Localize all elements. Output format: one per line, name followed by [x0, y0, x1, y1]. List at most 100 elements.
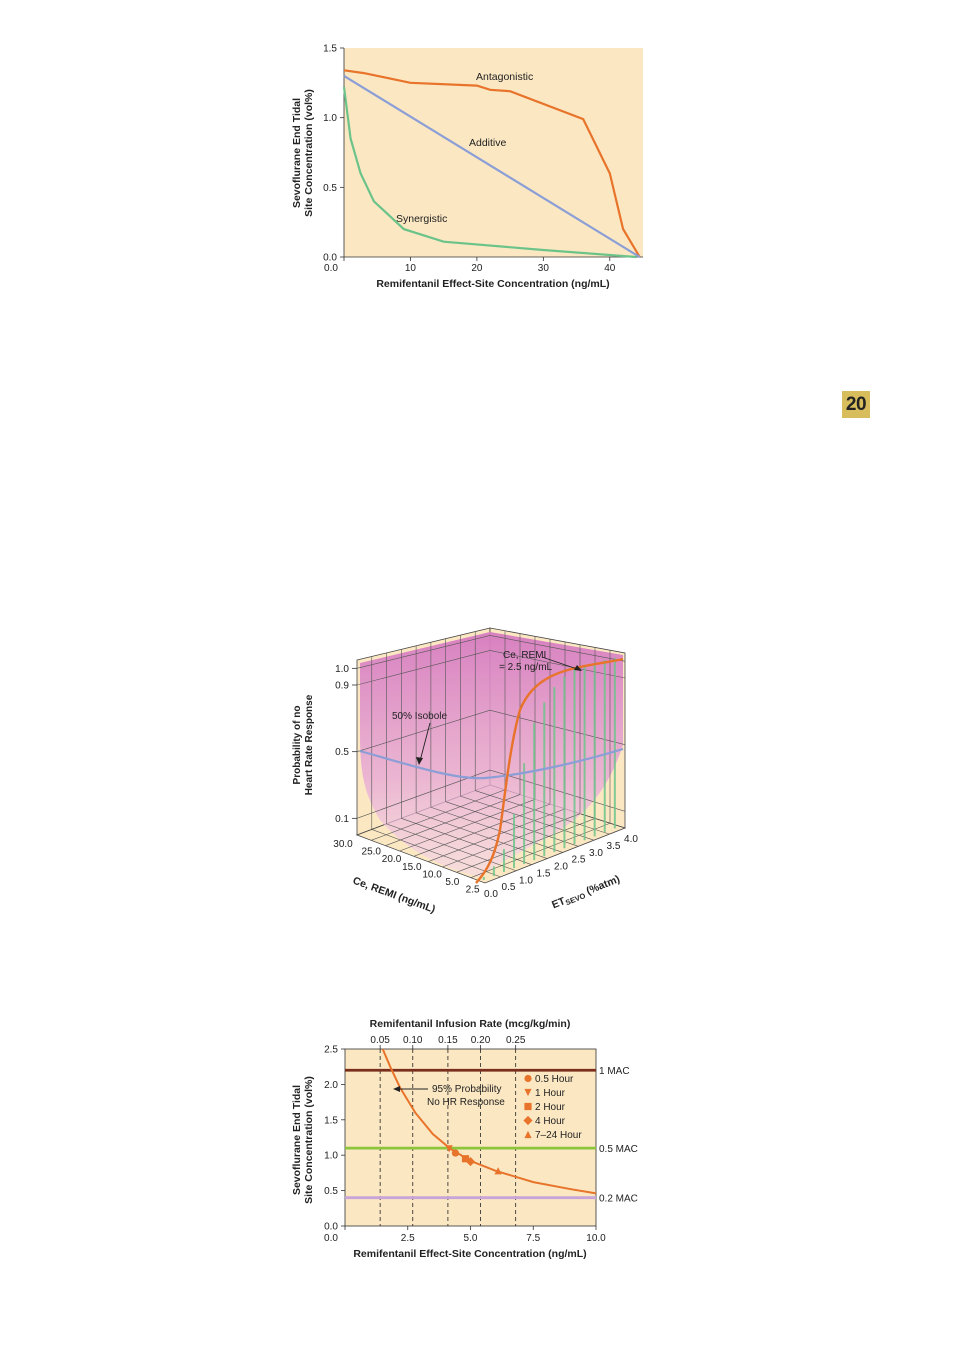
chart2-svg: Ce, REMI = 2.5 ng/mL 50% Isobole 0.10.50…: [292, 627, 638, 916]
chart3-top-tick-label: 0.10: [403, 1035, 423, 1046]
label-synergistic: Synergistic: [396, 213, 447, 225]
data-marker-square: [461, 1155, 470, 1163]
floor-grid-line: [413, 803, 551, 857]
chart1-x-tick-label: 0.0: [324, 263, 338, 274]
chart1-x-tick-label: 10: [405, 263, 417, 274]
isobole-arrow: [419, 722, 431, 762]
floor-grid-line: [445, 801, 579, 847]
ce-remi-arrowhead: [574, 665, 582, 671]
chart3-y-tick-label: 1.0: [324, 1151, 338, 1162]
floor-grid-line: [386, 823, 517, 872]
legend-label: 1 Hour: [535, 1088, 566, 1099]
mac-line-label: 1 MAC: [599, 1066, 630, 1077]
chart1-annotations: Antagonistic Additive Synergistic: [396, 71, 533, 225]
sevo-tick-label: 2.5: [572, 855, 586, 866]
chart3-y-tick-label: 1.5: [324, 1115, 338, 1126]
legend-label: 4 Hour: [535, 1116, 566, 1127]
chart1-series: [342, 69, 641, 259]
floor-grid-line: [430, 806, 563, 853]
chart2-grid: [356, 630, 626, 878]
sevo-label-unit: (%atm): [582, 873, 622, 898]
legend-marker-triangle-up: [524, 1130, 532, 1139]
chart3-top-tick-label: 0.15: [438, 1035, 458, 1046]
floor-grid-line: [416, 812, 548, 859]
wall-horizontal-line: [356, 769, 626, 819]
isobole-curve: [359, 747, 624, 780]
floor-grid-line: [428, 808, 566, 862]
chart2-z-ticks: 0.1 0.5 0.9 1.0: [335, 664, 357, 825]
chart3-x-tick-label: 2.5: [401, 1233, 415, 1244]
label-50-isobole: 50% Isobole: [392, 711, 447, 722]
chapter-badge: 20: [842, 391, 870, 418]
chart1-axes: 0.0 0.5 1.0 1.5 0.0 10 20 30 40: [323, 44, 643, 274]
chart3-axes: 0.0 0.5 1.0 1.5 2.0 2.5 0.0 2.5 5.0 7.5 10.0 0.05 0.…: [324, 1035, 606, 1244]
sevo-label-main: ET: [550, 895, 567, 911]
label-ce-remi-line2: = 2.5 ng/mL: [499, 662, 553, 673]
floor-grid-line: [442, 813, 581, 868]
figure-response-surface: Ce, REMI = 2.5 ng/mL 50% Isobole 0.1 0.5 0…: [280, 615, 660, 920]
chart3-ylabel-line1: Sevoflurane End Tidal: [291, 1085, 303, 1195]
chart3-y-tick-label: 2.5: [324, 1045, 338, 1056]
chart1-xlabel: Remifentanil Effect-Site Concentration (…: [376, 278, 609, 290]
remi-tick-label: 15.0: [402, 862, 422, 873]
floor-grid-line: [456, 818, 596, 873]
chart1-x-tick-label: 20: [471, 263, 483, 274]
label-ce-remi-line1: Ce, REMI: [503, 650, 546, 661]
data-marker-triangle-down: [445, 1145, 453, 1153]
response-surface: [360, 632, 623, 877]
ce-remi-arrow: [541, 656, 581, 671]
chart3-y-tick-label: 0.0: [324, 1222, 338, 1233]
sevo-tick-label: 1.5: [537, 868, 551, 879]
wall-horizontal-line: [356, 635, 626, 669]
floor-grid-line: [475, 790, 610, 835]
wall-horizontal-line: [356, 709, 626, 752]
sevo-tick-label: 3.0: [589, 848, 603, 859]
z-tick-label: 0.1: [335, 814, 349, 825]
chart2-zlabel-line2: Heart Rate Response: [304, 694, 315, 795]
chart1-x-tick-label: 30: [538, 263, 550, 274]
sevo-tick-label: 0.5: [502, 882, 516, 893]
z-tick-label: 1.0: [335, 664, 349, 675]
chart3-mac-lines: 1 MAC 0.5 MAC 0.2 MAC: [345, 1066, 638, 1205]
legend-marker-triangle-down: [524, 1088, 532, 1097]
series-antagonistic: [343, 69, 641, 258]
chart1-x-tick-label: 40: [604, 263, 616, 274]
z-tick-label: 0.5: [335, 747, 349, 758]
remi-tick-label: 5.0: [445, 877, 459, 888]
data-marker-circle: [451, 1149, 460, 1157]
remi-tick-label: 30.0: [333, 839, 353, 850]
figure-mac-isobole: Remifentanil Infusion Rate (mcg/kg/min) …: [280, 1010, 660, 1265]
chart1-y-tick-label: 0.5: [323, 183, 337, 194]
chart3-x-tick-label: 0.0: [324, 1233, 338, 1244]
chart3-ylabel-line2: Site Concentration (vol%): [303, 1076, 315, 1204]
data-marker-triangle-up: [494, 1167, 502, 1175]
chart2-remi-axis-label: Ce, REMI (ng/mL): [351, 875, 437, 916]
chart1-svg: 0.0 0.5 1.0 1.5 0.0 10 20 30 40 Antagonistic Add…: [291, 44, 643, 290]
legend-marker-circle: [524, 1074, 532, 1083]
curve-label-line1: 95% Probability: [432, 1084, 501, 1095]
series-synergistic: [342, 86, 637, 259]
legend-label: 2 Hour: [535, 1102, 566, 1113]
curve-label-line2: No HR Response: [427, 1097, 505, 1108]
chart1-y-tick-label: 0.0: [323, 253, 337, 264]
chart3-top-tick-label: 0.05: [370, 1035, 390, 1046]
chart3-x-tick-label: 7.5: [526, 1233, 540, 1244]
series-additive: [343, 74, 641, 258]
isobole-arrowhead: [416, 757, 423, 765]
green-verticals: [482, 657, 616, 880]
remi-tick-label: 10.0: [422, 869, 442, 880]
chart3-x-tick-label: 5.0: [464, 1233, 478, 1244]
chart1-ylabel-line2: Site Concentration (vol%): [303, 89, 315, 217]
floor-grid-line: [401, 818, 532, 865]
chart2-sevo-axis-label: ETSEVO (%atm): [550, 873, 622, 912]
chart1-ylabel-line1: Sevoflurane End Tidal: [291, 98, 303, 208]
chart3-xlabel: Remifentanil Effect-Site Concentration (…: [353, 1248, 586, 1260]
ce-remi-curve: [475, 657, 624, 884]
chart2-sevo-ticks: 0.0 0.51.0 1.52.0 2.53.0 3.54.0: [484, 834, 638, 900]
floor-grid-line: [385, 794, 521, 846]
floor-grid-line: [371, 829, 501, 878]
chart3-svg: Remifentanil Infusion Rate (mcg/kg/min) …: [291, 1018, 638, 1260]
chart3-top-axis-label: Remifentanil Infusion Rate (mcg/kg/min): [370, 1018, 571, 1030]
chart1-plot-area: [344, 48, 643, 257]
legend-label: 0.5 Hour: [535, 1074, 574, 1085]
